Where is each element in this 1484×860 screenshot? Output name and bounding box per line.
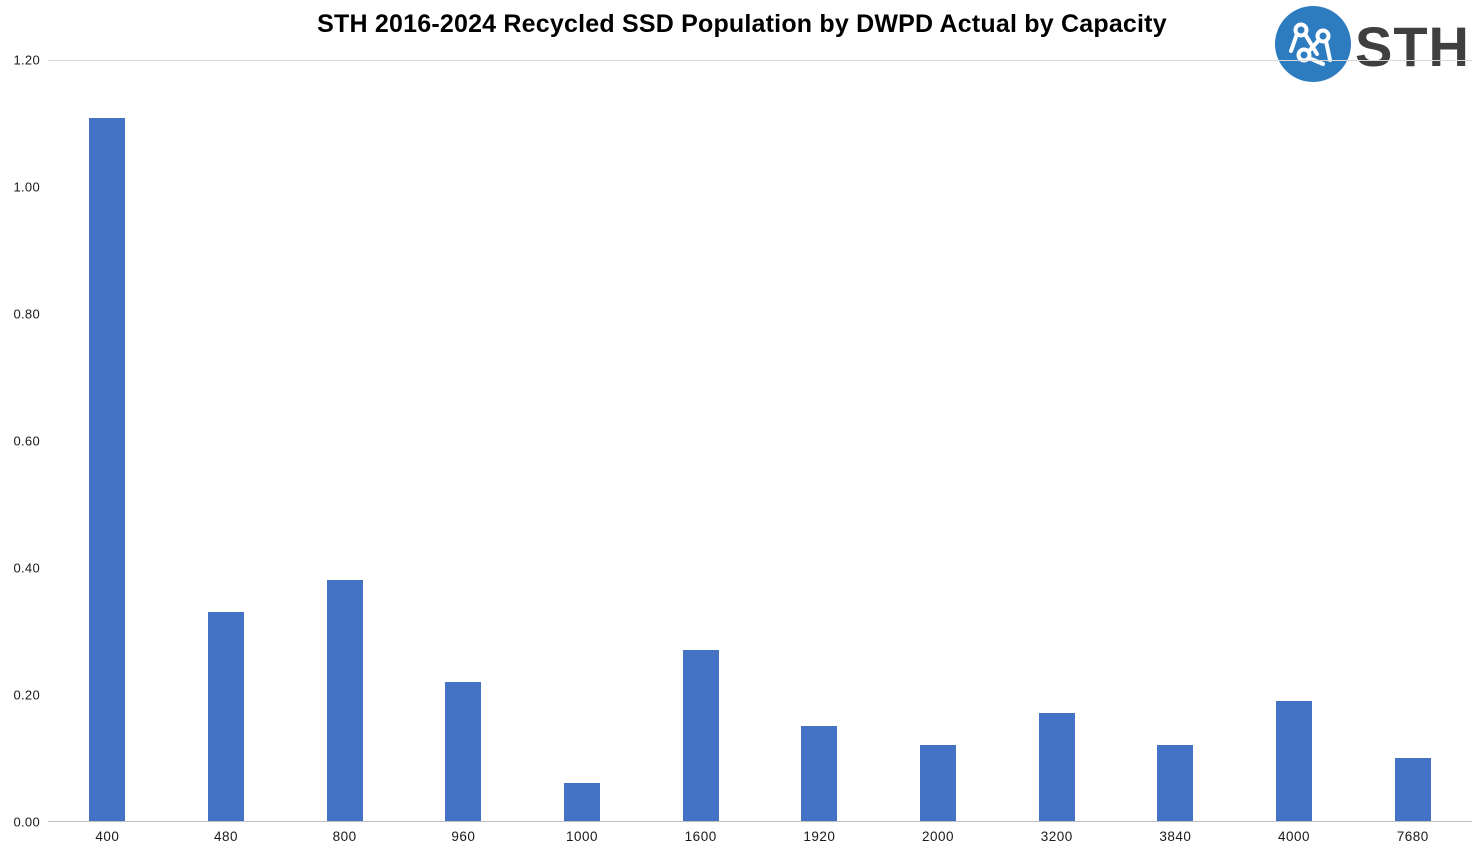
bar-column-800: 800: [285, 61, 404, 844]
bar-column-4000: 4000: [1235, 61, 1354, 844]
bar-800: [326, 580, 363, 821]
bar-column-480: 480: [167, 61, 286, 844]
x-axis-label-800: 800: [332, 829, 357, 844]
x-axis-label-3200: 3200: [1040, 829, 1073, 844]
x-axis-label-1920: 1920: [803, 829, 836, 844]
bar-4000: [1276, 700, 1313, 821]
bar-1920: [801, 726, 838, 821]
bar-480: [208, 612, 244, 821]
y-axis-label-0.00: 0.00: [13, 814, 40, 830]
chart-title: STH 2016-2024 Recycled SSD Population by…: [317, 10, 1167, 38]
x-axis-label-960: 960: [451, 829, 476, 844]
bar-column-3200: 3200: [997, 61, 1116, 844]
x-axis-label-1600: 1600: [684, 829, 717, 844]
bar-column-3840: 3840: [1116, 61, 1235, 844]
y-axis-label-0.20: 0.20: [13, 687, 40, 703]
bar-7680: [1394, 757, 1431, 821]
bar-column-7680: 7680: [1353, 61, 1472, 844]
bar-column-1600: 1600: [641, 61, 760, 844]
bar-2000: [920, 745, 957, 821]
x-axis-label-3840: 3840: [1159, 829, 1192, 844]
x-axis-label-4000: 4000: [1278, 829, 1311, 844]
x-axis-label-400: 400: [95, 829, 120, 844]
bar-column-400: 400: [48, 61, 167, 844]
bar-column-1920: 1920: [760, 61, 879, 844]
x-axis-label-1000: 1000: [566, 829, 599, 844]
bar-960: [445, 681, 482, 821]
y-axis-label-1.00: 1.00: [13, 179, 40, 195]
bar-400: [89, 118, 126, 821]
bar-series: 400 480 800 960 1000 1600 1920 2000 3200 3840 4000…: [48, 61, 1472, 844]
y-axis-label-0.80: 0.80: [13, 306, 40, 322]
bar-1000: [564, 783, 601, 821]
y-axis: 0.00 0.20 0.40 0.60 0.80 1.00 1.20: [0, 53, 40, 830]
sth-logo-text: STH: [1355, 14, 1470, 78]
sth-logo: STH: [1273, 4, 1470, 89]
y-axis-label-1.20: 1.20: [13, 52, 40, 68]
bar-column-960: 960: [404, 61, 523, 844]
x-axis-label-480: 480: [213, 829, 239, 844]
bar-3200: [1038, 713, 1075, 821]
y-axis-label-0.60: 0.60: [13, 433, 40, 449]
bar-column-1000: 1000: [523, 61, 642, 844]
bar-3840: [1157, 745, 1194, 821]
bar-1600: [682, 650, 719, 821]
bar-column-2000: 2000: [879, 61, 998, 844]
plot-area: 400 480 800 960 1000 1600 1920 2000 3200 3840 4000…: [48, 60, 1472, 844]
y-axis-label-0.40: 0.40: [13, 560, 40, 576]
x-axis-label-2000: 2000: [922, 829, 955, 844]
x-axis-label-7680: 7680: [1396, 829, 1429, 844]
